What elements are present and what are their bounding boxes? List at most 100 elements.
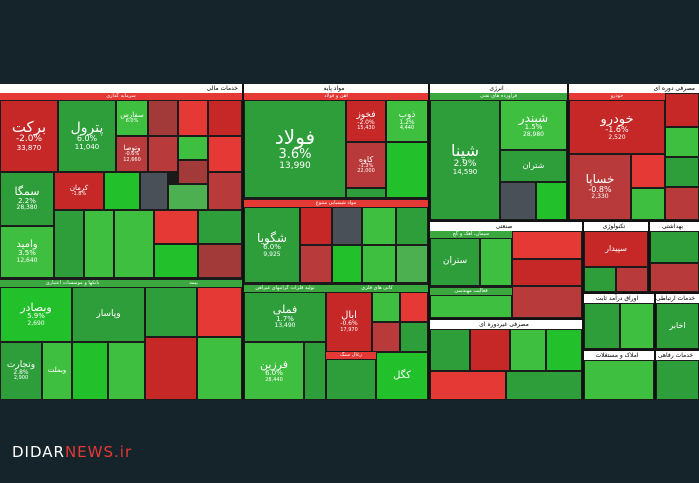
tile-setran[interactable]: ستران	[430, 238, 480, 286]
tile-ind-d[interactable]	[430, 295, 512, 318]
tile-vesadr[interactable]: وبصادر 5.9% 2,690	[0, 287, 72, 342]
tile-vpasar[interactable]: وپاسار	[72, 287, 145, 342]
tile-fameli[interactable]: فملی 1.7% 13,490	[244, 292, 326, 342]
tile-ind-a[interactable]	[480, 238, 512, 286]
tile-cn-c[interactable]	[510, 329, 546, 371]
tile-chem-e[interactable]	[300, 245, 332, 283]
tile-vtejarat[interactable]: وتجارت 2.8% 2,900	[0, 342, 42, 400]
tile-shpna[interactable]: شپنا 2.9% 14,590	[430, 100, 500, 220]
tile-simga[interactable]: سمگا 2.2% 28,380	[0, 172, 54, 226]
tile-shbandar[interactable]: شبندر 1.5% 28,980	[500, 100, 567, 150]
tile-ut-a[interactable]	[656, 360, 699, 400]
tile-fin-b[interactable]	[178, 100, 208, 136]
tile-fi-a[interactable]	[584, 303, 620, 349]
tile-chem-h[interactable]	[396, 245, 428, 283]
tile-auto-b[interactable]	[631, 188, 665, 220]
tile-fin-j[interactable]	[104, 172, 140, 210]
tile-fi-b[interactable]	[620, 303, 654, 349]
tile-mine-c[interactable]	[372, 322, 400, 352]
tile-cc-b[interactable]	[665, 127, 699, 157]
tile-bank-b[interactable]	[108, 342, 145, 400]
tile-sefars[interactable]: سفارس 6.0%	[116, 100, 148, 136]
sector-energy[interactable]: انرژی فراورده های نفتی شپنا 2.9% 14,590 …	[430, 84, 567, 220]
tile-health-b[interactable]	[650, 263, 699, 292]
tile-fin-l[interactable]	[168, 184, 208, 210]
tile-ind-b[interactable]	[512, 231, 582, 259]
sector-base[interactable]: مواد پایه آهن و فولاد فولاد 3.6% 13,990 …	[244, 84, 428, 400]
tile-metal-a[interactable]	[304, 342, 326, 400]
tile-fin-h[interactable]	[54, 210, 84, 278]
tile-cc-d[interactable]	[665, 187, 699, 220]
tile-abal[interactable]: ابال -0.6% 17,970	[326, 292, 372, 352]
tile-mine-b[interactable]	[400, 292, 428, 322]
tile-fin-o[interactable]	[154, 210, 198, 244]
sector-utility[interactable]: خدمات رفاهی	[656, 351, 699, 400]
tile-khodro[interactable]: خودرو -1.6% 2,520	[569, 100, 665, 154]
tile-fin-d[interactable]	[148, 136, 178, 172]
tile-barkat[interactable]: برکت -2.0% 33,870	[0, 100, 58, 172]
tile-ind-c[interactable]	[512, 259, 582, 286]
tile-sepidar[interactable]: سپیدار	[584, 231, 648, 267]
tile-energy-b[interactable]	[536, 182, 567, 220]
tile-auto-a[interactable]	[631, 154, 665, 188]
tile-kerman[interactable]: کرمان -1.8%	[54, 172, 104, 210]
tile-fin-p[interactable]	[198, 210, 242, 244]
sector-consumer-noncyclic[interactable]: مصرفی غیردوره ای	[430, 320, 582, 400]
tile-tech-b[interactable]	[616, 267, 648, 292]
tile-ins-a[interactable]	[145, 287, 197, 337]
sector-fixed-income[interactable]: اوراق درآمد ثابت	[584, 294, 654, 349]
tile-mine-d[interactable]	[400, 322, 428, 352]
tile-cn-a[interactable]	[430, 329, 470, 371]
tile-tech-a[interactable]	[584, 267, 616, 292]
tile-fin-n[interactable]	[114, 210, 154, 278]
sector-consumer-cyclic[interactable]: مصرفی دوره ای خودرو خودرو -1.6% 2,520 خس…	[569, 84, 699, 220]
tile-farzin[interactable]: فرزین 6.0% 28,440	[244, 342, 304, 400]
tile-chem-d[interactable]	[396, 207, 428, 245]
tile-fin-k[interactable]	[140, 172, 168, 210]
tile-cc-c[interactable]	[665, 157, 699, 187]
tile-vatousa[interactable]: وتوصا -0.6% 12,660	[116, 136, 148, 172]
tile-kaveh[interactable]: کاوه -1.3% 22,000	[346, 142, 386, 188]
tile-vebmelat[interactable]: وبملت	[42, 342, 72, 400]
tile-fin-f[interactable]	[208, 136, 242, 172]
tile-fulad[interactable]: فولاد 3.6% 13,990	[244, 100, 346, 198]
tile-fin-e[interactable]	[178, 136, 208, 160]
tile-akhabar[interactable]: اخابر	[656, 303, 699, 349]
sector-realestate[interactable]: املاک و مستغلات	[584, 351, 654, 400]
tile-petrol[interactable]: پترول 6.0% 11,040	[58, 100, 116, 172]
tile-re-a[interactable]	[584, 360, 654, 400]
tile-chem-c[interactable]	[362, 207, 396, 245]
tile-fin-q[interactable]	[154, 244, 198, 278]
tile-cn-f[interactable]	[506, 371, 582, 400]
tile-shegoya[interactable]: شگویا 6.0% 9,925	[244, 207, 300, 283]
tile-shtran[interactable]: شتران	[500, 150, 567, 182]
tile-bank-a[interactable]	[72, 342, 108, 400]
tile-kegol[interactable]: کگل	[376, 352, 428, 400]
tile-health-a[interactable]	[650, 231, 699, 263]
tile-base-a[interactable]	[386, 142, 428, 198]
tile-fin-m[interactable]	[208, 172, 242, 210]
tile-ins-b[interactable]	[197, 287, 242, 337]
tile-chem-g[interactable]	[362, 245, 396, 283]
tile-fin-r[interactable]	[198, 244, 242, 278]
tile-nm-a[interactable]	[326, 359, 376, 400]
tile-ins-c[interactable]	[145, 337, 197, 400]
sector-tech[interactable]: تکنولوژی سپیدار	[584, 222, 648, 292]
tile-fin-a[interactable]	[148, 100, 178, 136]
tile-khsapa[interactable]: خساپا -0.8% 2,330	[569, 154, 631, 220]
tile-vamid[interactable]: وامید 3.5% 12,640	[0, 226, 54, 278]
tile-fin-i[interactable]	[84, 210, 114, 278]
sector-financial[interactable]: خدمات مالی سرمایه گذاری برکت -2.0% 33,87…	[0, 84, 242, 400]
tile-base-b[interactable]	[346, 188, 386, 198]
tile-ins-d[interactable]	[197, 337, 242, 400]
sector-health[interactable]: بهداشتی	[650, 222, 699, 292]
tile-cn-b[interactable]	[470, 329, 510, 371]
sector-industrial[interactable]: صنعتی سیمان، آهک و گچ ستران فعالیت مهندس…	[430, 222, 582, 318]
tile-fin-c[interactable]	[208, 100, 242, 136]
tile-chem-a[interactable]	[300, 207, 332, 245]
tile-ind-e[interactable]	[512, 286, 582, 318]
tile-chem-f[interactable]	[332, 245, 362, 283]
tile-cn-e[interactable]	[430, 371, 506, 400]
tile-cc-a[interactable]	[665, 93, 699, 127]
tile-cn-d[interactable]	[546, 329, 582, 371]
